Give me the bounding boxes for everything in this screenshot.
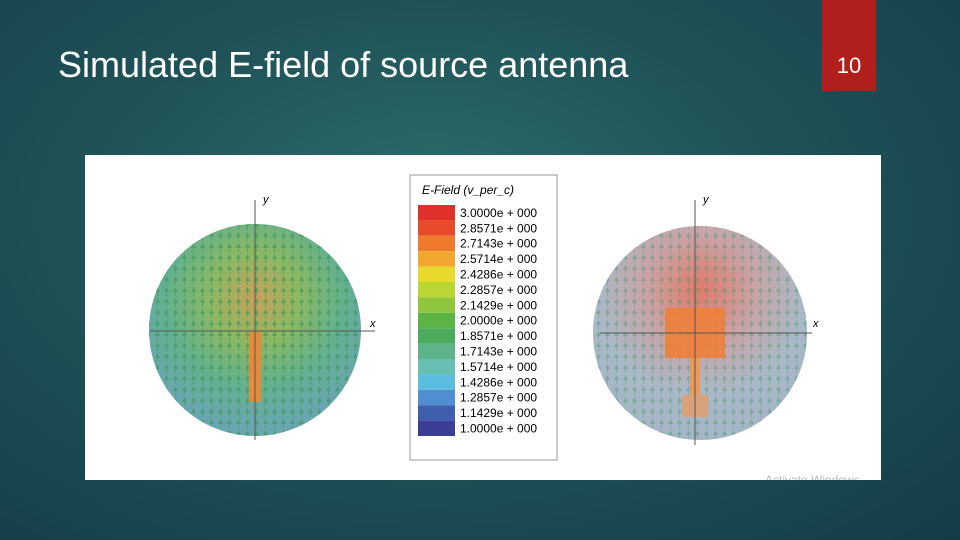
page-number: 10: [822, 0, 876, 91]
legend-swatch: [418, 420, 455, 436]
legend-swatch: [418, 297, 455, 313]
legend-label: 1.7143e + 000: [460, 344, 537, 358]
watermark: Activate Windows: [765, 473, 860, 487]
legend-label: 3.0000e + 000: [460, 206, 537, 220]
legend-label: 1.5714e + 000: [460, 360, 537, 374]
legend-swatch: [418, 328, 455, 344]
legend-swatch: [418, 389, 455, 406]
legend-swatch: [418, 251, 455, 267]
legend-swatch: [418, 343, 455, 359]
legend-label: 1.0000e + 000: [460, 421, 537, 435]
legend-label: 1.8571e + 000: [460, 329, 537, 343]
legend-swatch: [418, 220, 455, 236]
legend-label: 2.7143e + 000: [460, 237, 537, 251]
legend-swatch: [418, 374, 455, 390]
legend-label: 1.1429e + 000: [460, 406, 537, 420]
legend-label: 2.8571e + 000: [460, 221, 537, 235]
legend-swatch: [418, 282, 455, 298]
legend-label: 2.2857e + 000: [460, 283, 537, 297]
legend-label: 2.1429e + 000: [460, 298, 537, 312]
axis-label: x: [812, 318, 819, 330]
legend-swatch: [418, 359, 455, 375]
legend-swatch: [418, 205, 455, 221]
legend-swatch: [418, 266, 455, 282]
legend-label: 2.5714e + 000: [460, 252, 537, 266]
legend-label: 2.4286e + 000: [460, 267, 537, 281]
axis-label: y: [262, 194, 270, 206]
legend-swatch: [418, 235, 455, 252]
legend-title: E-Field (v_per_c): [422, 183, 514, 197]
legend-label: 1.4286e + 000: [460, 375, 537, 389]
legend-swatch: [418, 312, 455, 329]
slide-title: Simulated E-field of source antenna: [58, 44, 629, 85]
legend-swatch: [418, 405, 455, 421]
axis-label: x: [369, 318, 376, 330]
legend-label: 2.0000e + 000: [460, 314, 537, 328]
axis-label: y: [702, 194, 710, 206]
legend-label: 1.2857e + 000: [460, 391, 537, 405]
